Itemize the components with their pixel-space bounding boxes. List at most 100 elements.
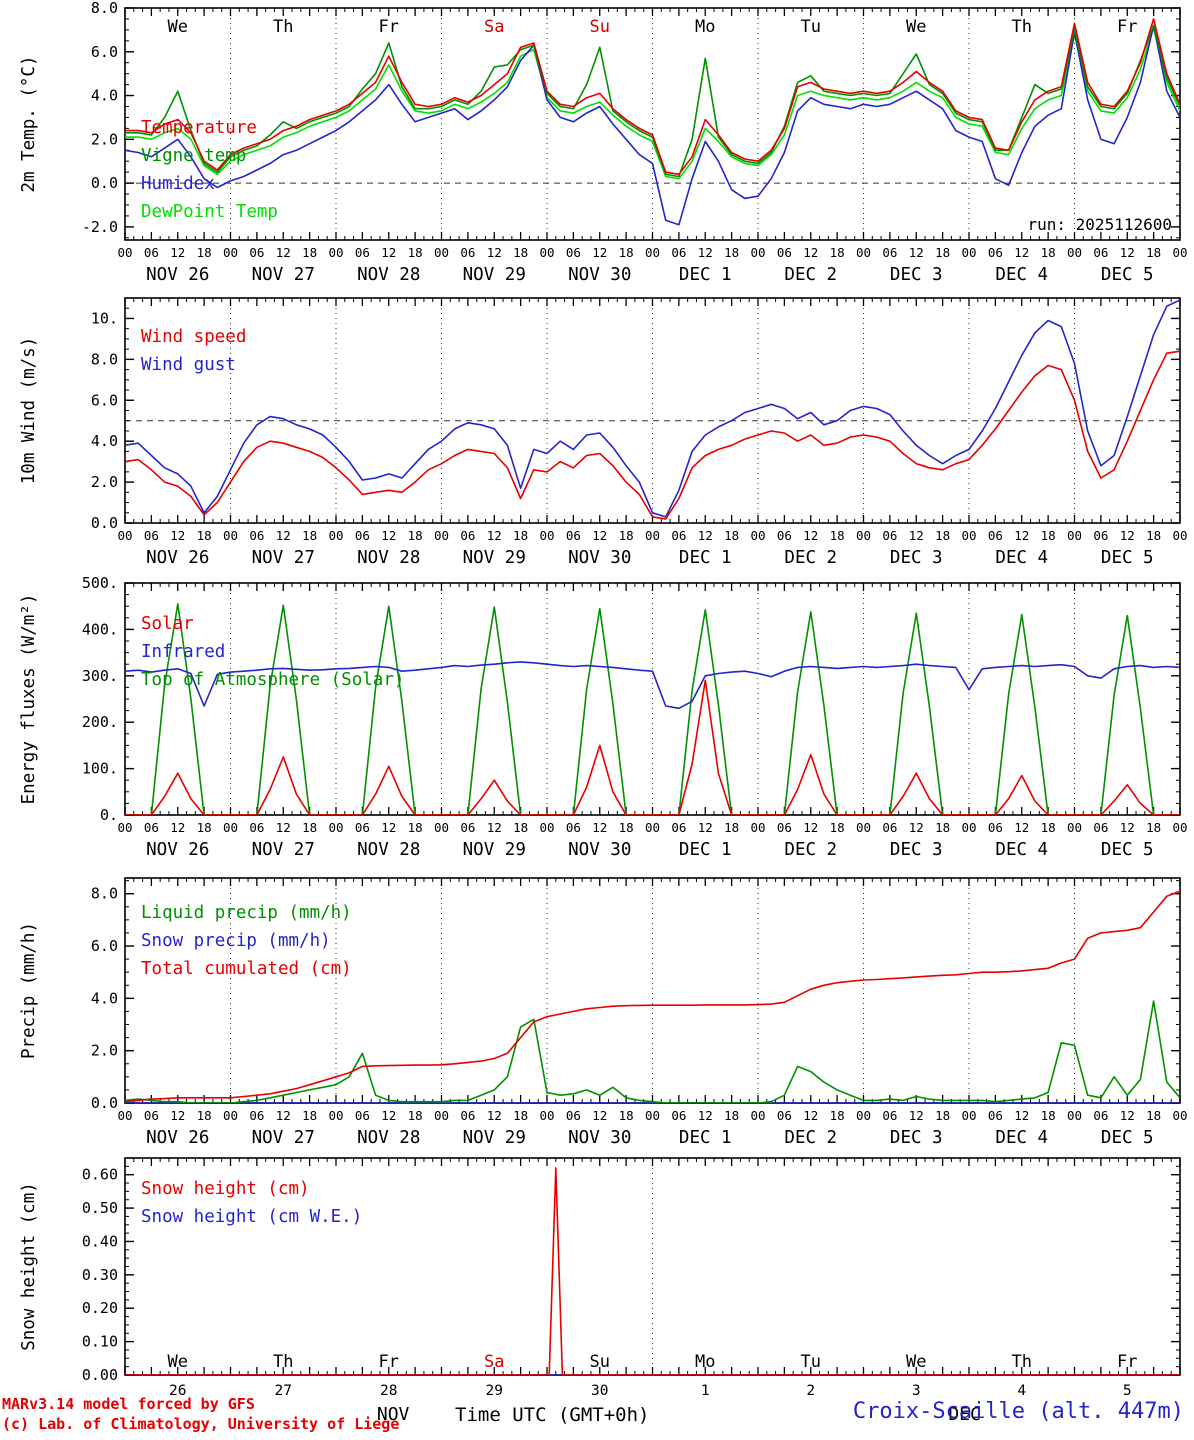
day-name-label: Mo [695,17,715,37]
day-number-label: 2 [806,1383,815,1399]
station-label: Croix-Scaille (alt. 447m) [852,1399,1184,1424]
date-label: DEC 1 [679,548,732,568]
hour-tick-label: 12 [170,820,185,835]
date-label: DEC 3 [890,1128,943,1148]
panel-temperature: -2.0 0.0 2.0 4.0 6.0 8.0 00 06 12 18 00 06 12 18 00 06 1… [19,0,1188,285]
series-solar [125,679,1180,815]
plot-border [124,7,1181,241]
hour-tick-label: 12 [803,1108,818,1123]
day-name-label: Su [590,17,610,37]
y-tick-label: 6.0 [91,43,118,61]
hour-tick-label: 12 [909,1108,924,1123]
day-name-label: Fr [379,17,399,37]
y-tick-label: 10. [91,309,118,327]
y-axis-title: Snow height (cm) [19,1182,39,1351]
y-axis-title: 2m Temp. (°C) [19,56,39,193]
series-snow-height [125,1167,1180,1375]
hour-tick-label: 00 [750,1108,765,1123]
day-name-label: Th [273,17,293,37]
hour-tick-label: 00 [961,1108,976,1123]
hour-tick-label: 00 [223,1108,238,1123]
hour-tick-label: 12 [1120,245,1135,260]
hour-tick-label: 00 [1172,820,1187,835]
hour-tick-label: 12 [1014,528,1029,543]
hour-tick-label: 12 [276,528,291,543]
hour-tick-label: 00 [750,820,765,835]
hour-tick-label: 06 [882,528,897,543]
y-tick-label: 500. [82,574,118,592]
hour-tick-label: 00 [645,245,660,260]
hour-tick-label: 06 [671,245,686,260]
hour-tick-label: 06 [988,1108,1003,1123]
y-tick-label: 0.50 [82,1199,118,1217]
hour-tick-label: 18 [408,1108,423,1123]
y-tick-label: 8.0 [91,885,118,903]
date-label: DEC 3 [890,840,943,860]
hour-tick-label: 06 [882,245,897,260]
hour-tick-label: 12 [803,528,818,543]
date-label: NOV 30 [568,265,631,285]
hour-tick-label: 06 [988,245,1003,260]
day-number-label: 5 [1123,1383,1132,1399]
legend-item: Temperature [141,118,257,138]
date-label: NOV 27 [252,840,315,860]
series-wind-speed [125,350,1180,520]
y-tick-label: 2.0 [91,130,118,148]
hour-tick-label: 18 [408,528,423,543]
day-number-label: 29 [486,1383,503,1399]
hour-tick-label: 00 [856,528,871,543]
hour-tick-label: 12 [698,820,713,835]
hour-tick-label: 06 [144,820,159,835]
hour-tick-label: 00 [117,1108,132,1123]
legend-item: Wind gust [141,355,236,375]
hour-tick-label: 00 [750,245,765,260]
hour-tick-label: 12 [487,528,502,543]
hour-tick-label: 12 [170,1108,185,1123]
hour-tick-label: 06 [144,245,159,260]
day-number-label: 27 [275,1383,292,1399]
y-tick-label: 100. [82,760,118,778]
model-credit: MARv3.14 model forced by GFS [2,1395,255,1413]
day-name-label: Tu [801,17,821,37]
hour-tick-label: 06 [249,820,264,835]
legend-item: Solar [141,614,194,634]
hour-tick-label: 00 [434,1108,449,1123]
hour-tick-label: 18 [619,245,634,260]
hour-tick-label: 00 [1172,528,1187,543]
y-tick-label: 200. [82,713,118,731]
date-label: DEC 5 [1101,265,1154,285]
y-tick-label: 0.40 [82,1232,118,1250]
date-label: NOV 28 [357,265,420,285]
day-name-label: We [168,1352,188,1372]
date-label: DEC 2 [784,840,837,860]
y-tick-label: 2.0 [91,1042,118,1060]
hour-tick-label: 18 [935,245,950,260]
day-number-label: 4 [1017,1383,1026,1399]
date-label: NOV 29 [463,548,526,568]
hour-tick-label: 00 [856,245,871,260]
date-label: NOV 26 [146,1128,209,1148]
date-label: NOV 30 [568,840,631,860]
hour-tick-label: 18 [935,1108,950,1123]
date-label: NOV 27 [252,1128,315,1148]
hour-tick-label: 18 [935,820,950,835]
panel-precip: 0.0 2.0 4.0 6.0 8.0 00 06 12 18 00 06 12 18 00 06 12 18 0… [19,877,1188,1148]
hour-tick-label: 06 [566,528,581,543]
hour-tick-label: 06 [671,528,686,543]
hour-tick-label: 18 [1146,820,1161,835]
hour-tick-label: 00 [539,528,554,543]
hour-tick-label: 00 [961,528,976,543]
hour-tick-label: 12 [1014,245,1029,260]
date-label: NOV 30 [568,1128,631,1148]
y-tick-label: 2.0 [91,473,118,491]
date-label: NOV 26 [146,840,209,860]
y-tick-label: 0.0 [91,174,118,192]
date-label: NOV 27 [252,548,315,568]
y-axis-title: 10m Wind (m/s) [19,337,39,485]
hour-tick-label: 06 [777,820,792,835]
hour-tick-label: 06 [144,528,159,543]
y-tick-label: 0.20 [82,1299,118,1317]
hour-tick-label: 00 [539,1108,554,1123]
hour-tick-label: 00 [328,528,343,543]
